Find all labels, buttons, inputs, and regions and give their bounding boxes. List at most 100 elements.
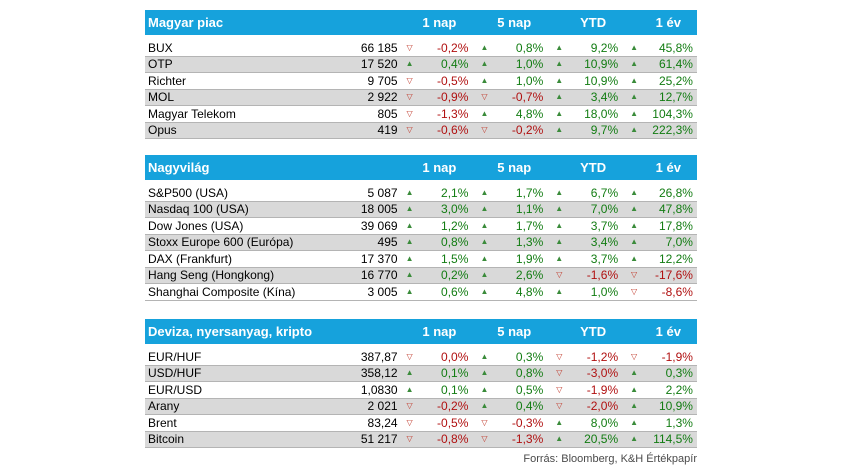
- change-value: 1,5%: [441, 251, 469, 266]
- change-value: 6,7%: [590, 185, 619, 200]
- triangle-down-icon: ▽: [406, 434, 413, 444]
- column-header: 1 nap: [422, 324, 457, 339]
- change-cell: ▲ 3,7%: [547, 219, 622, 233]
- table-row: Richter 9 705 ▽ -0,5% ▲ 1,0% ▲ 10,9% ▲ 25,2%: [145, 73, 697, 90]
- change-cell: ▽ -1,9%: [547, 383, 622, 397]
- triangle-up-icon: ▲: [555, 108, 564, 118]
- triangle-up-icon: ▲: [405, 384, 414, 394]
- table-row: EUR/HUF 387,87 ▽ 0,0% ▲ 0,3% ▽ -1,2% ▽ -1,9%: [145, 349, 697, 366]
- change-value: -0,6%: [437, 123, 469, 138]
- change-cell: ▲ 1,0%: [472, 74, 547, 88]
- triangle-up-icon: ▲: [480, 401, 489, 411]
- change-cell: ▽ -1,3%: [472, 432, 547, 446]
- change-value: 0,1%: [441, 382, 469, 397]
- instrument-value: 495: [377, 235, 398, 250]
- change-cell: ▲ 0,4%: [472, 399, 547, 413]
- change-cell: ▲ 12,7%: [622, 90, 697, 104]
- change-cell: ▽ -0,5%: [398, 416, 473, 430]
- change-value: 12,2%: [658, 251, 693, 266]
- section-panel: Deviza, nyersanyag, kripto 1 nap 5 nap YTD 1…: [145, 319, 697, 448]
- change-cell: ▽ -1,3%: [398, 107, 473, 121]
- triangle-up-icon: ▲: [405, 253, 414, 263]
- change-cell: ▲ 1,2%: [398, 219, 473, 233]
- change-value: 1,9%: [515, 251, 544, 266]
- section-title: Magyar piac: [148, 15, 224, 30]
- triangle-down-icon: ▽: [406, 92, 413, 102]
- triangle-up-icon: ▲: [630, 125, 639, 135]
- triangle-up-icon: ▲: [480, 204, 489, 214]
- table-row: BUX 66 185 ▽ -0,2% ▲ 0,8% ▲ 9,2% ▲ 45,8%: [145, 40, 697, 57]
- change-value: 26,8%: [658, 185, 693, 200]
- triangle-down-icon: ▽: [406, 417, 413, 427]
- triangle-down-icon: ▽: [481, 434, 488, 444]
- triangle-down-icon: ▽: [631, 286, 638, 296]
- change-value: -1,9%: [661, 349, 693, 364]
- change-cell: ▲ 1,0%: [472, 57, 547, 71]
- change-cell: ▲ 4,8%: [472, 285, 547, 299]
- change-cell: ▲ 0,1%: [398, 366, 473, 380]
- change-value: 9,2%: [590, 40, 619, 55]
- instrument-name: EUR/HUF: [148, 349, 202, 364]
- change-value: 114,5%: [653, 432, 693, 447]
- change-value: 0,1%: [441, 366, 469, 381]
- change-value: 61,4%: [658, 57, 693, 72]
- triangle-up-icon: ▲: [405, 286, 414, 296]
- triangle-down-icon: ▽: [406, 351, 413, 361]
- change-cell: ▽ -2,0%: [547, 399, 622, 413]
- table-row: Shanghai Composite (Kína) 3 005 ▲ 0,6% ▲ 4,8%…: [145, 284, 697, 301]
- instrument-name: MOL: [148, 90, 175, 105]
- change-cell: ▲ 2,1%: [398, 186, 473, 200]
- table-row: Stoxx Europe 600 (Európa) 495 ▲ 0,8% ▲ 1,3% ▲ 3…: [145, 234, 697, 251]
- change-value: 0,6%: [441, 284, 469, 299]
- change-cell: ▲ 8,0%: [547, 416, 622, 430]
- change-cell: ▽ -1,6%: [547, 268, 622, 282]
- triangle-up-icon: ▲: [630, 59, 639, 69]
- change-cell: ▲ 12,2%: [622, 252, 697, 266]
- triangle-up-icon: ▲: [555, 434, 564, 444]
- change-value: 18,0%: [584, 106, 619, 121]
- change-cell: ▽ -0,3%: [472, 416, 547, 430]
- triangle-up-icon: ▲: [555, 125, 564, 135]
- change-cell: ▲ 1,3%: [472, 235, 547, 249]
- table-row: MOL 2 922 ▽ -0,9% ▽ -0,7% ▲ 3,4% ▲ 12,7%: [145, 89, 697, 106]
- triangle-up-icon: ▲: [405, 59, 414, 69]
- change-value: 7,0%: [590, 202, 619, 217]
- change-cell: ▲ 0,3%: [622, 366, 697, 380]
- table-row: Hang Seng (Hongkong) 16 770 ▲ 0,2% ▲ 2,6% ▽ -1,…: [145, 267, 697, 284]
- change-cell: ▲ 1,0%: [547, 285, 622, 299]
- change-cell: ▲ 25,2%: [622, 74, 697, 88]
- triangle-up-icon: ▲: [555, 75, 564, 85]
- instrument-name: Shanghai Composite (Kína): [148, 284, 296, 299]
- change-cell: ▲ 0,4%: [398, 57, 473, 71]
- column-header: 1 év: [655, 15, 681, 30]
- change-cell: ▲ 10,9%: [547, 74, 622, 88]
- instrument-value: 17 520: [360, 57, 398, 72]
- instrument-value: 2 021: [367, 399, 398, 414]
- change-cell: ▲ 0,6%: [398, 285, 473, 299]
- change-value: 3,7%: [590, 218, 619, 233]
- change-cell: ▽ -0,2%: [398, 399, 473, 413]
- change-value: 3,7%: [590, 251, 619, 266]
- change-cell: ▲ 1,1%: [472, 202, 547, 216]
- change-cell: ▲ 17,8%: [622, 219, 697, 233]
- instrument-value: 9 705: [367, 73, 398, 88]
- triangle-up-icon: ▲: [480, 368, 489, 378]
- triangle-up-icon: ▲: [405, 187, 414, 197]
- change-cell: ▲ 2,2%: [622, 383, 697, 397]
- change-value: 10,9%: [584, 73, 619, 88]
- change-value: 20,5%: [584, 432, 619, 447]
- instrument-name: Magyar Telekom: [148, 106, 236, 121]
- triangle-up-icon: ▲: [630, 368, 639, 378]
- triangle-up-icon: ▲: [405, 237, 414, 247]
- change-value: -0,2%: [437, 399, 469, 414]
- change-value: -0,8%: [437, 432, 469, 447]
- triangle-up-icon: ▲: [405, 220, 414, 230]
- instrument-name: Opus: [148, 123, 177, 138]
- change-value: 4,8%: [515, 284, 544, 299]
- change-value: 0,8%: [515, 40, 544, 55]
- change-value: 1,3%: [515, 235, 544, 250]
- instrument-name: Bitcoin: [148, 432, 185, 447]
- triangle-up-icon: ▲: [480, 75, 489, 85]
- triangle-up-icon: ▲: [630, 108, 639, 118]
- change-cell: ▽ -1,9%: [622, 350, 697, 364]
